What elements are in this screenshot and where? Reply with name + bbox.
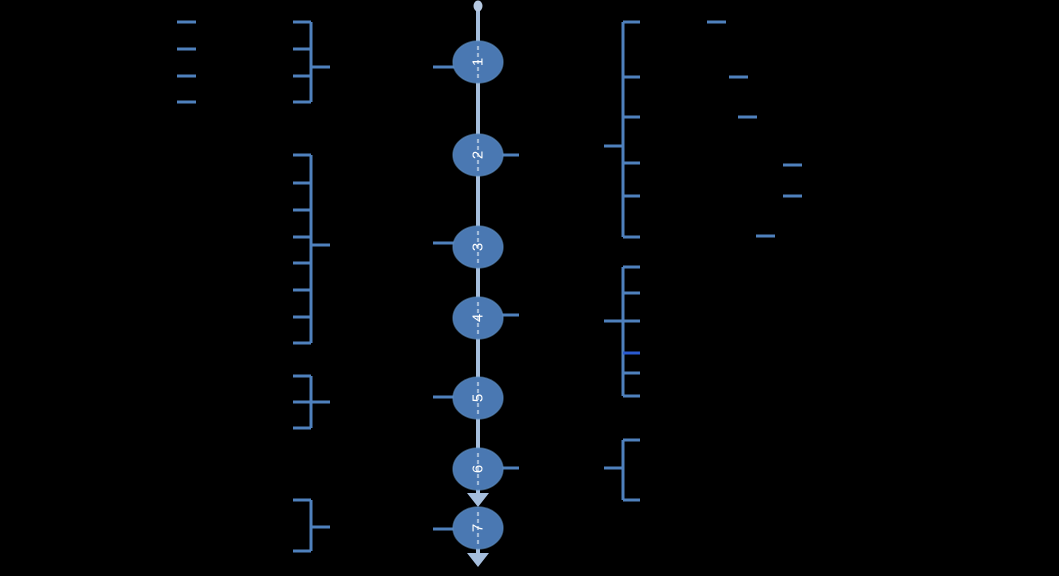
left-brackets-group (293, 20, 330, 553)
spine-arrowhead-icon (467, 553, 489, 567)
spine-start-dot (473, 0, 483, 12)
step-label-4: 4 (470, 314, 487, 322)
right-brackets-group (604, 20, 640, 502)
step-label-7: 7 (470, 524, 487, 532)
step-label-3: 3 (470, 243, 487, 251)
step-label-5: 5 (470, 394, 487, 402)
step-label-6: 6 (470, 465, 487, 473)
step-label-2: 2 (470, 151, 487, 159)
tick-marks-group (177, 20, 802, 238)
spine-arrowhead-icon (467, 493, 489, 507)
step-label-1: 1 (470, 58, 487, 66)
step-circles-group: 1 2 3 4 5 6 7 (452, 40, 504, 550)
